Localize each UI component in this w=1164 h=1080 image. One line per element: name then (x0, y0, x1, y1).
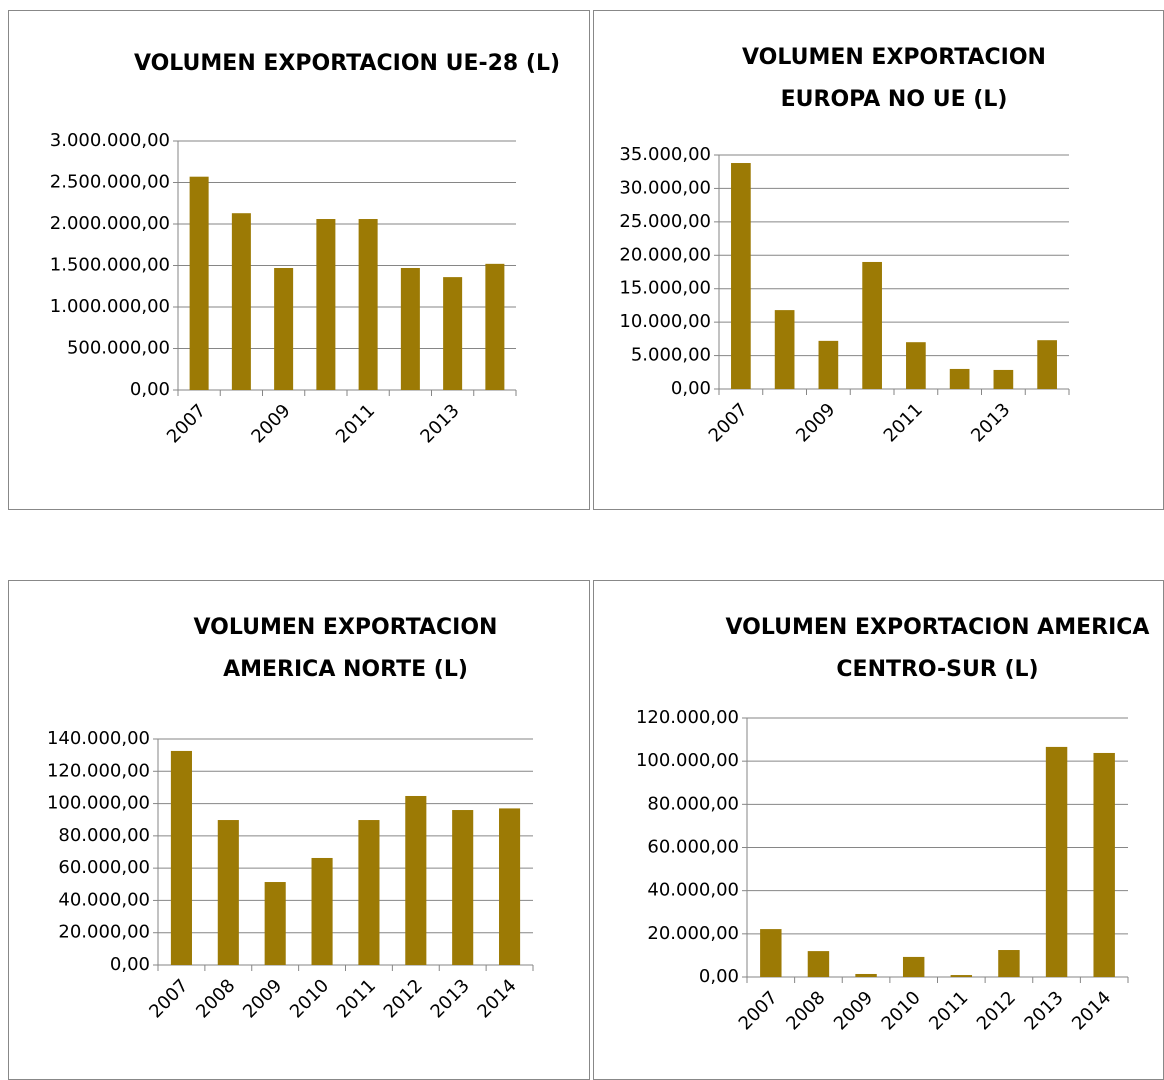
y-tick-label: 1.500.000,00 (50, 255, 170, 276)
bar (485, 263, 505, 390)
bar (731, 163, 751, 389)
y-tick-label: 0,00 (671, 378, 711, 399)
x-tick-label: 2009 (239, 975, 286, 1022)
chart-title: VOLUMEN EXPORTACION AMERICA NORTE (L) (193, 615, 498, 682)
bar (950, 975, 973, 977)
bar (443, 277, 463, 390)
y-tick-label: 25.000,00 (619, 211, 711, 232)
chart-panel: VOLUMEN EXPORTACION AMERICA CENTRO-SUR (… (593, 580, 1164, 1080)
y-tick-label: 140.000,00 (47, 728, 150, 749)
x-tick-label: 2011 (880, 399, 927, 446)
x-tick-label: 2014 (473, 975, 520, 1022)
chart: 0,00 5.000,00 10.000,00 15.000,00 20.000,00 2… (619, 144, 1070, 446)
y-tick-label: 2.000.000,00 (50, 213, 170, 234)
y-tick-label: 60.000,00 (647, 837, 739, 858)
bar (760, 929, 782, 977)
y-tick-label: 30.000,00 (619, 177, 711, 198)
y-tick-label: 35.000,00 (619, 144, 711, 165)
bar (189, 176, 209, 390)
x-tick-label: 2007 (705, 399, 752, 446)
chart-title: VOLUMEN EXPORTACION EUROPA NO UE (L) (742, 45, 1046, 112)
bar (452, 810, 474, 965)
bar (400, 267, 420, 390)
y-tick-label: 10.000,00 (619, 311, 711, 332)
x-tick-label: 2008 (192, 975, 239, 1022)
bar (998, 950, 1020, 977)
x-tick-label: 2013 (1020, 987, 1067, 1034)
y-tick-label: 100.000,00 (636, 750, 739, 771)
y-tick-label: 120.000,00 (636, 707, 739, 728)
y-tick-label: 2.500.000,00 (50, 172, 170, 193)
y-tick-label: 20.000,00 (58, 922, 150, 943)
y-tick-label: 0,00 (130, 379, 170, 400)
x-tick-label: 2014 (1068, 987, 1115, 1034)
bar (274, 267, 294, 390)
y-tick-label: 500.000,00 (67, 338, 170, 359)
y-tick-label: 40.000,00 (58, 889, 150, 910)
bar (807, 951, 830, 977)
bar (170, 750, 192, 965)
y-tick-label: 15.000,00 (619, 278, 711, 299)
x-tick-label: 2011 (925, 987, 972, 1034)
x-tick-label: 2013 (416, 400, 463, 447)
x-tick-label: 2013 (427, 975, 474, 1022)
x-tick-label: 2007 (735, 987, 782, 1034)
bar (316, 219, 336, 390)
y-tick-label: 60.000,00 (58, 857, 150, 878)
x-tick-label: 2011 (333, 975, 380, 1022)
bar (499, 808, 521, 965)
bar (902, 956, 925, 977)
chart-title: VOLUMEN EXPORTACION UE-28 (L) (133, 51, 561, 76)
bar (906, 342, 926, 389)
chart-panel: VOLUMEN EXPORTACION EUROPA NO UE (L) 0,00… (593, 10, 1164, 510)
x-tick-label: 2010 (878, 987, 925, 1034)
y-tick-label: 0,00 (110, 954, 150, 975)
chart: 0,00 20.000,00 40.000,00 60.000,00 80.000,00… (47, 728, 534, 1022)
bar (855, 973, 877, 977)
chart-title: VOLUMEN EXPORTACION AMERICA CENTRO-SUR (… (725, 615, 1150, 682)
y-tick-label: 1.000.000,00 (50, 296, 170, 317)
y-tick-label: 20.000,00 (619, 244, 711, 265)
x-tick-label: 2009 (247, 400, 294, 447)
x-tick-label: 2009 (830, 987, 877, 1034)
x-tick-label: 2007 (163, 400, 210, 447)
chart: 0,00 500.000,00 1.000.000,00 1.500.000,00 2.… (50, 130, 517, 447)
bar (405, 795, 427, 965)
y-tick-label: 20.000,00 (647, 923, 739, 944)
y-tick-label: 120.000,00 (47, 760, 150, 781)
bar (993, 369, 1014, 389)
x-tick-label: 2011 (332, 400, 379, 447)
x-tick-label: 2007 (145, 975, 192, 1022)
y-tick-label: 80.000,00 (647, 793, 739, 814)
bar (1045, 746, 1068, 977)
y-tick-label: 40.000,00 (647, 880, 739, 901)
bar (1037, 340, 1057, 389)
bar (774, 310, 795, 389)
x-tick-label: 2008 (782, 987, 829, 1034)
bar (264, 882, 286, 965)
x-tick-label: 2010 (286, 975, 333, 1022)
y-tick-label: 0,00 (699, 966, 739, 987)
x-tick-label: 2013 (967, 399, 1014, 446)
y-tick-label: 80.000,00 (58, 825, 150, 846)
chart: 0,00 20.000,00 40.000,00 60.000,00 80.000,00… (636, 707, 1129, 1034)
bar (231, 213, 251, 390)
chart-panel: VOLUMEN EXPORTACION AMERICA NORTE (L) 0,0… (8, 580, 590, 1080)
chart-panel: VOLUMEN EXPORTACION UE-28 (L) 0,00 500.000… (8, 10, 590, 510)
x-tick-label: 2012 (973, 987, 1020, 1034)
y-tick-label: 5.000,00 (631, 345, 711, 366)
y-tick-label: 100.000,00 (47, 793, 150, 814)
bar (311, 857, 333, 965)
y-tick-label: 3.000.000,00 (50, 130, 170, 151)
bar (862, 261, 882, 389)
x-tick-label: 2012 (380, 975, 427, 1022)
bar (949, 368, 970, 389)
bar (818, 340, 839, 389)
bar (217, 820, 239, 965)
x-tick-label: 2009 (792, 399, 839, 446)
bar (358, 219, 378, 390)
bar (358, 820, 380, 965)
bar (1093, 752, 1115, 977)
